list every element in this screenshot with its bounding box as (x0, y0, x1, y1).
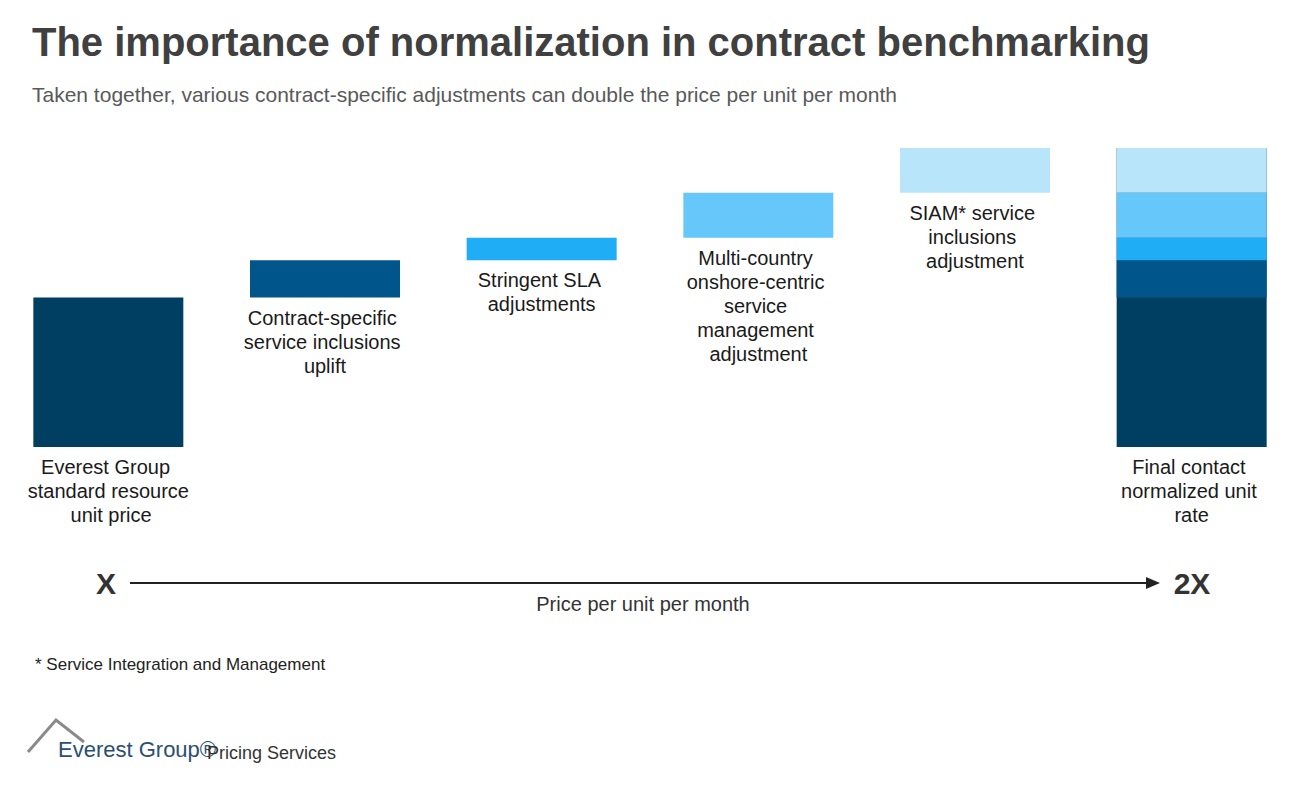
svg-text:normalized unit: normalized unit (1121, 480, 1262, 502)
svg-text:Stringent SLA: Stringent SLA (478, 269, 606, 291)
svg-text:The importance of normalizatio: The importance of normalization in contr… (32, 20, 1150, 64)
svg-text:2X: 2X (1174, 567, 1211, 600)
svg-text:Taken together, various contra: Taken together, various contract-specifi… (32, 83, 897, 106)
svg-text:Multi-country: Multi-country (698, 247, 818, 269)
svg-text:unit price: unit price (65, 504, 152, 526)
svg-text:Contract-specific: Contract-specific (248, 307, 403, 329)
svg-text:* Service Integration and Mana: * Service Integration and Management (35, 655, 325, 674)
svg-text:onshore-centric: onshore-centric (687, 271, 830, 293)
svg-text:uplift: uplift (304, 355, 347, 377)
svg-text:Everest Group: Everest Group (41, 456, 176, 478)
svg-text:Final contact: Final contact (1132, 456, 1251, 478)
svg-text:adjustment: adjustment (926, 250, 1024, 272)
svg-text:service inclusions: service inclusions (244, 331, 406, 353)
svg-text:standard resource: standard resource (28, 480, 189, 502)
svg-text:adjustment: adjustment (709, 343, 807, 365)
svg-text:inclusions: inclusions (928, 226, 1021, 248)
svg-text:Price per unit per month: Price per unit per month (536, 593, 749, 615)
svg-text:adjustments: adjustments (488, 293, 596, 315)
svg-text:SIAM* service: SIAM* service (909, 202, 1040, 224)
svg-text:X: X (96, 567, 116, 600)
svg-text:Everest Group®: Everest Group® (58, 737, 216, 762)
svg-text:rate: rate (1174, 504, 1208, 526)
svg-text:management: management (697, 319, 819, 341)
svg-text:service: service (724, 295, 793, 317)
svg-text:Pricing Services: Pricing Services (207, 743, 336, 763)
